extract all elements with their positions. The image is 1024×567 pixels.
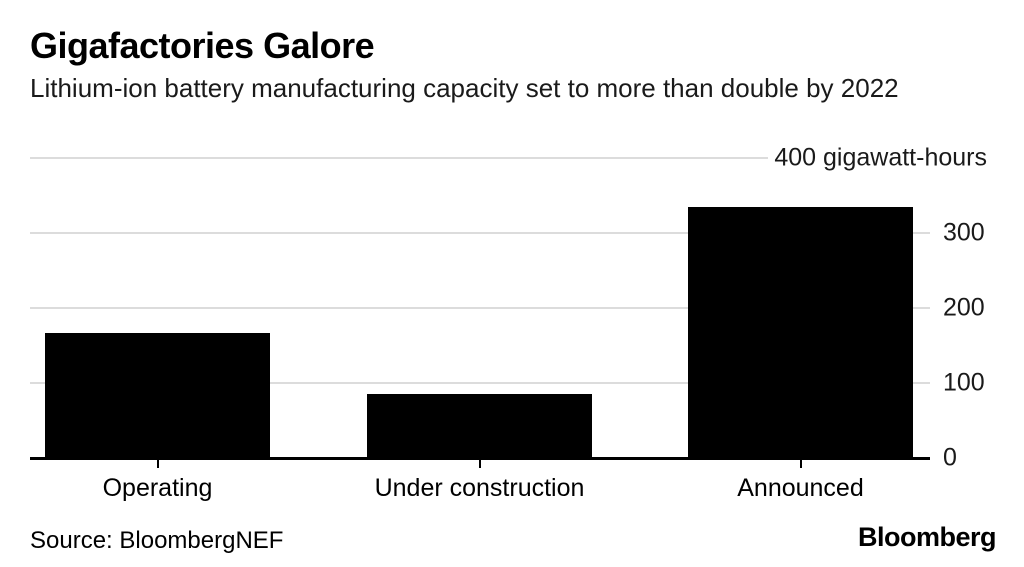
x-axis-tick <box>156 458 159 468</box>
source-note: Source: BloombergNEF <box>30 527 284 554</box>
chart-subtitle: Lithium-ion battery manufacturing capaci… <box>30 73 899 103</box>
y-axis-unit-label: 400 gigawatt-hours <box>774 143 987 172</box>
gridline <box>30 232 930 234</box>
x-axis-label: Operating <box>102 474 213 502</box>
gridline <box>30 382 930 384</box>
bar-operating <box>45 332 270 458</box>
x-axis-tick <box>478 458 481 468</box>
gridline <box>30 307 930 309</box>
y-axis-label: 300 <box>943 218 985 247</box>
y-axis-label: 100 <box>943 368 985 397</box>
bloomberg-logo: Bloomberg <box>857 522 997 552</box>
x-axis-label: Announced <box>737 474 864 502</box>
gridline <box>30 157 768 159</box>
x-axis-tick <box>799 458 802 468</box>
y-axis-label: 0 <box>943 443 957 472</box>
y-axis-label: 200 <box>943 293 985 322</box>
bar-under-construction <box>367 394 592 458</box>
x-axis-label: Under construction <box>374 474 585 502</box>
chart-title: Gigafactories Galore <box>30 25 375 66</box>
bar-announced <box>688 206 913 458</box>
